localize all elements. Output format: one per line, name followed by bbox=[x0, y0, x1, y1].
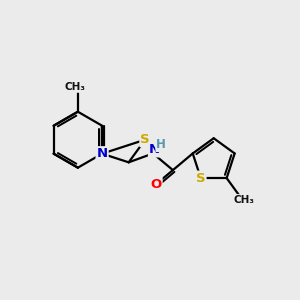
Text: CH₃: CH₃ bbox=[233, 195, 254, 205]
Text: N: N bbox=[97, 147, 108, 160]
Text: H: H bbox=[156, 138, 166, 151]
Text: S: S bbox=[196, 172, 206, 184]
Text: N: N bbox=[149, 143, 160, 156]
Text: CH₃: CH₃ bbox=[64, 82, 86, 92]
Text: O: O bbox=[150, 178, 162, 191]
Text: S: S bbox=[140, 133, 150, 146]
